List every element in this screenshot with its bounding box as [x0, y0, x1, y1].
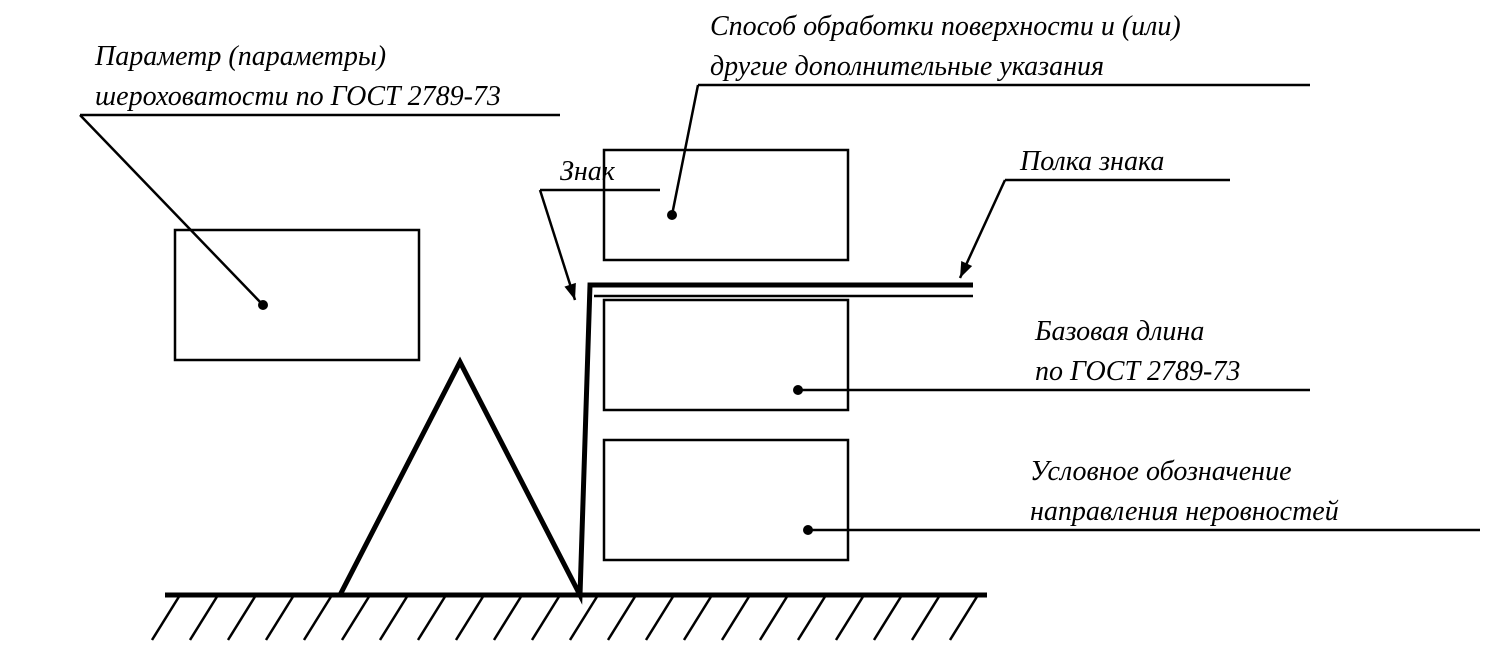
hatch-line	[456, 595, 484, 640]
hatch-line	[874, 595, 902, 640]
leader-dot	[258, 300, 268, 310]
leader-arrowhead	[564, 283, 575, 300]
hatch-line	[380, 595, 408, 640]
label-method-line1: Способ обработки поверхности и (или)	[710, 11, 1181, 42]
hatch-line	[912, 595, 940, 640]
hatch-line	[494, 595, 522, 640]
hatch-line	[836, 595, 864, 640]
label-polka: Полка знака	[1019, 146, 1164, 177]
hatch-line	[608, 595, 636, 640]
leader-arrowhead	[960, 261, 972, 278]
label-znak: Знак	[560, 156, 616, 187]
box-method	[604, 150, 848, 260]
leader-line	[960, 180, 1005, 278]
box-direction	[604, 440, 848, 560]
leader-dot	[667, 210, 677, 220]
leaders-group	[80, 85, 1020, 535]
hatch-line	[228, 595, 256, 640]
hatch-line	[760, 595, 788, 640]
box-parameter	[175, 230, 419, 360]
label-method-line2: другие дополнительные указания	[710, 51, 1104, 82]
hatch-line	[532, 595, 560, 640]
label-base-line1: Базовая длина	[1034, 316, 1204, 347]
box-baselen	[604, 300, 848, 410]
label-parameter-line2: шероховатости по ГОСТ 2789-73	[95, 81, 501, 112]
hatch-line	[722, 595, 750, 640]
label-direction-line1: Условное обозначение	[1030, 456, 1292, 487]
label-direction-line2: направления неровностей	[1030, 496, 1339, 527]
leader-line	[540, 190, 575, 300]
hatch-line	[418, 595, 446, 640]
leader-dot	[793, 385, 803, 395]
hatch-line	[152, 595, 180, 640]
hatch-line	[190, 595, 218, 640]
hatch-line	[266, 595, 294, 640]
label-parameter-line1: Параметр (параметры)	[94, 41, 386, 72]
hatch-line	[646, 595, 674, 640]
hatch-line	[570, 595, 598, 640]
hatch-line	[684, 595, 712, 640]
hatch-line	[304, 595, 332, 640]
hatch-line	[342, 595, 370, 640]
label-base-line2: по ГОСТ 2789-73	[1035, 356, 1240, 387]
hatch-group	[152, 595, 978, 640]
hatch-line	[798, 595, 826, 640]
hatch-line	[950, 595, 978, 640]
leader-line	[80, 115, 263, 305]
leader-dot	[803, 525, 813, 535]
